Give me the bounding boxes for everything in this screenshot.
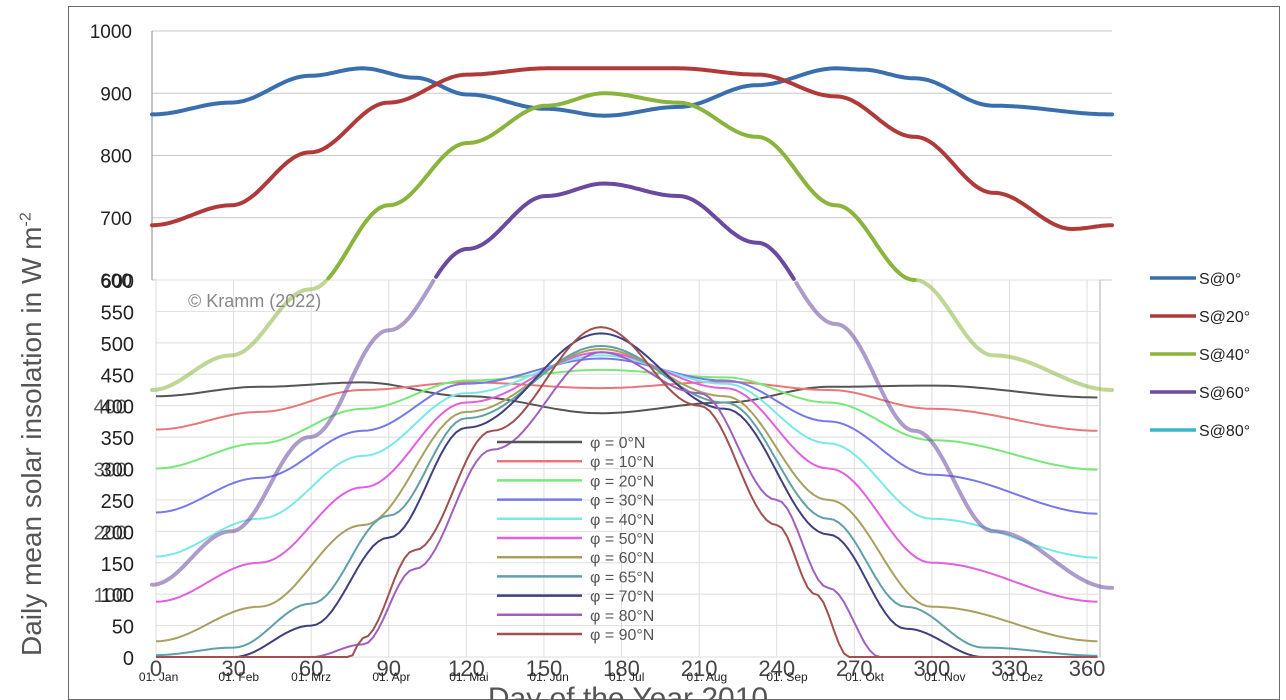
- top-y-tick-label: 900: [100, 84, 132, 105]
- x-tick-label: 330: [991, 656, 1028, 681]
- bottom-y-tick-label: 400: [101, 397, 134, 419]
- x-axis-label: Day of the Year 2010: [488, 682, 768, 700]
- x-tick-label: 0: [150, 656, 162, 681]
- month-label: 01. Aug: [687, 670, 728, 684]
- legend-label: φ = 70°N: [590, 589, 654, 606]
- top-y-tick-label: 600: [100, 271, 132, 292]
- right-legend-label: S@80°: [1199, 423, 1250, 440]
- x-tick-label: 180: [603, 656, 640, 681]
- right-legend-label: S@0°: [1199, 271, 1241, 288]
- month-label: 01. Mrz: [291, 670, 331, 684]
- legend-label: φ = 10°N: [590, 454, 654, 471]
- series-line-30N: [155, 357, 1098, 515]
- top-series-line: [150, 66, 1114, 118]
- x-tick-label: 120: [448, 656, 485, 681]
- month-label: 01. Jun: [529, 670, 568, 684]
- month-label: 01. Mai: [449, 670, 488, 684]
- top-y-tick-label: 800: [100, 147, 132, 168]
- top-series-line: [150, 66, 1114, 232]
- legend-label: φ = 60°N: [590, 550, 654, 567]
- top-series-line: [434, 181, 796, 281]
- month-label: 01. Jan: [139, 670, 178, 684]
- right-legend-label: S@20°: [1199, 309, 1250, 326]
- overlay-y-tick-label: 100: [94, 585, 127, 607]
- bottom-y-tick-label: 600: [101, 271, 134, 293]
- series-line-10N: [155, 380, 1098, 432]
- x-tick-label: 210: [681, 656, 718, 681]
- x-tick-label: 360: [1069, 656, 1106, 681]
- series-line-20N: [155, 368, 1098, 471]
- legend-label: φ = 30°N: [590, 493, 654, 510]
- month-label: 01. Nov: [924, 670, 965, 684]
- bottom-y-tick-label: 200: [101, 522, 134, 544]
- top-series-extension: [150, 278, 1114, 392]
- legend-label: φ = 65°N: [590, 569, 654, 586]
- bottom-y-tick-label: 50: [112, 617, 134, 639]
- month-label: 01. Feb: [218, 670, 259, 684]
- x-tick-label: 300: [914, 656, 951, 681]
- top-y-tick-label: 1000: [90, 22, 132, 43]
- series-line-0N: [156, 381, 1098, 415]
- x-tick-label: 30: [221, 656, 245, 681]
- top-series-extension: [150, 278, 1114, 590]
- legend-label: φ = 20°N: [590, 473, 654, 490]
- right-legend-label: S@60°: [1199, 385, 1250, 402]
- series-line-60N: [155, 348, 1098, 643]
- legend-label: φ = 90°N: [590, 627, 654, 644]
- bottom-y-tick-label: 100: [101, 585, 134, 607]
- x-tick-label: 270: [836, 656, 873, 681]
- top-y-tick-label: 700: [100, 209, 132, 230]
- x-tick-label: 150: [526, 656, 563, 681]
- x-tick-label: 240: [758, 656, 795, 681]
- month-label: 01. Apr: [372, 670, 410, 684]
- top-series-line: [326, 91, 917, 282]
- bottom-y-tick-label: 450: [101, 365, 134, 387]
- bottom-y-tick-label: 550: [101, 302, 134, 324]
- overlay-y-tick-label: 400: [94, 397, 127, 419]
- month-label: 01. Okt: [845, 670, 884, 684]
- series-line-65N: [155, 344, 1098, 657]
- bottom-y-tick-label: 250: [101, 491, 134, 513]
- x-tick-label: 90: [377, 656, 401, 681]
- x-tick-label: 60: [299, 656, 323, 681]
- overlay-y-tick-label: 200: [94, 522, 127, 544]
- bottom-y-tick-label: 0: [123, 648, 134, 670]
- bottom-y-tick-label: 150: [101, 554, 134, 576]
- overlay-y-tick-label: 300: [94, 460, 127, 482]
- legend-label: φ = 0°N: [590, 435, 645, 452]
- bottom-y-tick-label: 500: [101, 334, 134, 356]
- series-line-90N: [156, 326, 1098, 658]
- month-label: 01. Sep: [766, 670, 808, 684]
- month-label: 01. Dez: [1002, 670, 1043, 684]
- legend-label: φ = 50°N: [590, 531, 654, 548]
- legend-label: φ = 40°N: [590, 512, 654, 529]
- copyright-annotation: © Kramm (2022): [188, 291, 321, 311]
- month-label: 01. Jul: [609, 670, 644, 684]
- right-legend-label: S@40°: [1199, 347, 1250, 364]
- bottom-y-tick-label: 300: [101, 460, 134, 482]
- series-line-50N: [155, 351, 1098, 603]
- legend-label: φ = 80°N: [590, 608, 654, 625]
- bottom-y-tick-label: 350: [101, 428, 134, 450]
